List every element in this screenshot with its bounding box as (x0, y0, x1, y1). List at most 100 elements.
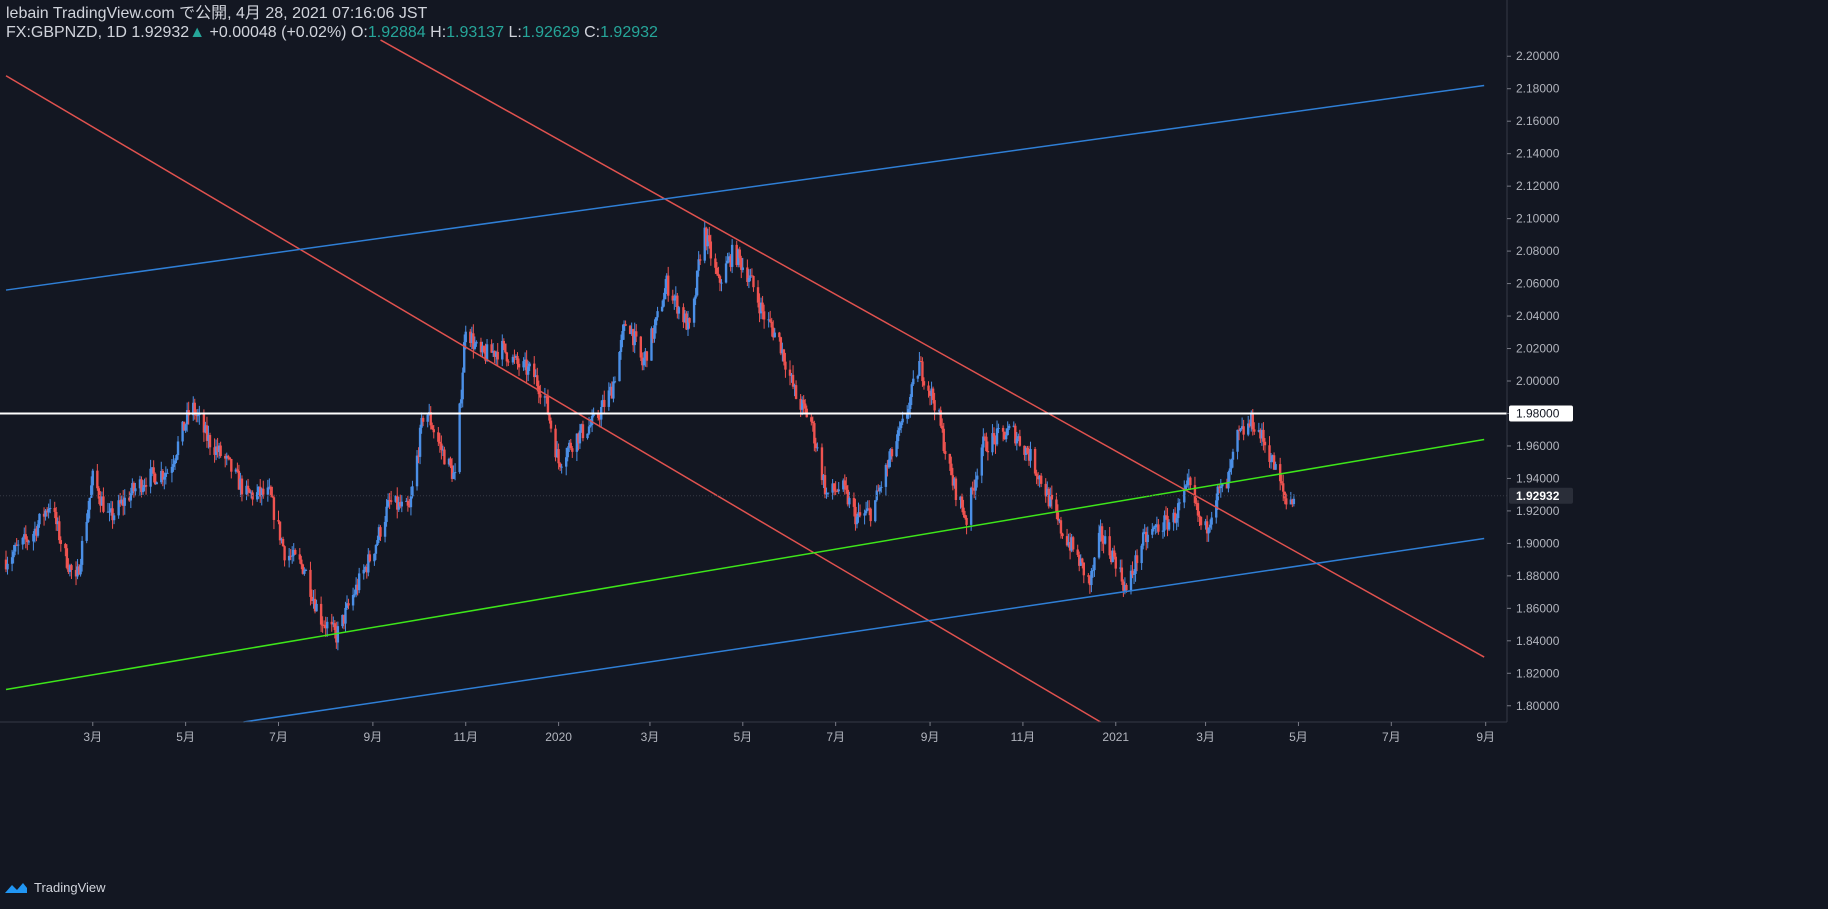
candle-body (193, 402, 196, 415)
candle-body (863, 513, 866, 516)
candle-body (697, 259, 700, 271)
candle-body (1108, 536, 1111, 556)
candle-body (834, 490, 837, 492)
candle-body (109, 508, 113, 512)
candle-body (566, 447, 569, 458)
candle-body (214, 446, 218, 455)
candle-body (132, 483, 136, 492)
price-tick-label: 2.02000 (1516, 342, 1560, 356)
candle-body (386, 500, 390, 507)
candle-body (56, 521, 59, 525)
candle-body (1173, 512, 1177, 523)
candle-body (1227, 472, 1230, 489)
candle-body (1253, 429, 1256, 432)
candle-body (36, 524, 40, 536)
candle-body (1228, 468, 1232, 473)
candle-body (791, 374, 795, 387)
candle-body (411, 486, 414, 497)
candle-body (373, 553, 376, 562)
candle-body (912, 378, 915, 385)
candle-body (333, 623, 337, 631)
candle-body (822, 475, 825, 481)
candle-body (1155, 524, 1159, 526)
candle-body (953, 478, 956, 486)
candle-body (772, 327, 775, 338)
candle-body (23, 534, 26, 538)
candle-body (811, 421, 815, 424)
candle-body (790, 374, 793, 376)
candle-body (546, 396, 550, 415)
candle-body (1111, 550, 1114, 563)
candle-body (259, 486, 262, 497)
candle-body (1140, 545, 1143, 564)
candle-body (568, 442, 571, 448)
candle-body (1167, 522, 1171, 530)
candle-body (994, 436, 997, 445)
candle-body (459, 399, 463, 404)
candle-body (846, 489, 850, 505)
candle-body (869, 508, 872, 522)
price-axis[interactable]: 1.80000 1.82000 1.84000 1.86000 1.88000 1.900… (0, 0, 1573, 722)
candle-body (781, 349, 784, 354)
candle-body (1216, 486, 1219, 501)
low-label: L: (508, 24, 522, 41)
candle-body (280, 538, 283, 541)
candle-body (1218, 486, 1221, 489)
candle-body (1189, 477, 1192, 486)
trend-line (5, 84, 1485, 291)
candle-body (1029, 448, 1032, 461)
candle-body (1141, 532, 1145, 546)
candle-body (1291, 499, 1294, 505)
candle-body (557, 449, 560, 464)
candle-body (504, 343, 507, 353)
candle-body (44, 510, 47, 517)
candle-body (1071, 537, 1075, 550)
candle-body (356, 584, 359, 591)
candle-body (613, 381, 617, 383)
candle-body (368, 554, 372, 562)
candle-body (1163, 515, 1166, 531)
candle-body (523, 359, 527, 362)
candle-body (408, 505, 411, 508)
candle-body (21, 537, 24, 545)
candle-body (475, 341, 478, 344)
candle-body (1049, 494, 1052, 507)
candle-body (1193, 485, 1197, 503)
candle-body (4, 559, 8, 570)
candle-body (951, 475, 955, 486)
time-axis[interactable]: 3月 5月 7月 9月 11月 2020 3月 5月 7月 9月 11月 2021 3月 5月 7月 9月 (0, 721, 1507, 744)
candle-body (16, 544, 20, 546)
candle-body (549, 420, 553, 429)
candle-body (1184, 485, 1187, 490)
candle-body (397, 502, 400, 510)
candle-body (526, 366, 530, 375)
candle-body (118, 500, 122, 504)
candle-body (173, 460, 177, 465)
candle-body (528, 363, 531, 367)
candle-body (635, 331, 638, 337)
candle-body (601, 399, 604, 408)
candle-body (1152, 527, 1156, 530)
candle-body (752, 275, 755, 288)
candle-body (494, 351, 498, 357)
candle-body (854, 506, 857, 525)
candle-body (800, 399, 804, 410)
candle-body (112, 515, 116, 521)
candle-body (312, 598, 315, 601)
price-tick-label: 1.90000 (1516, 536, 1560, 550)
candle-body (225, 455, 228, 459)
candle-body (1208, 524, 1212, 528)
candle-body (651, 328, 655, 339)
candle-body (155, 482, 158, 485)
candle-body (899, 422, 903, 429)
candle-body (909, 397, 912, 410)
candle-body (447, 458, 451, 465)
candle-body (930, 388, 933, 396)
candle-body (1082, 562, 1085, 576)
candle-body (453, 472, 457, 474)
trend-lines[interactable] (5, 39, 1485, 723)
candle-body (522, 361, 525, 368)
candle-body (779, 337, 783, 354)
price-tick-label: 2.06000 (1516, 277, 1560, 291)
